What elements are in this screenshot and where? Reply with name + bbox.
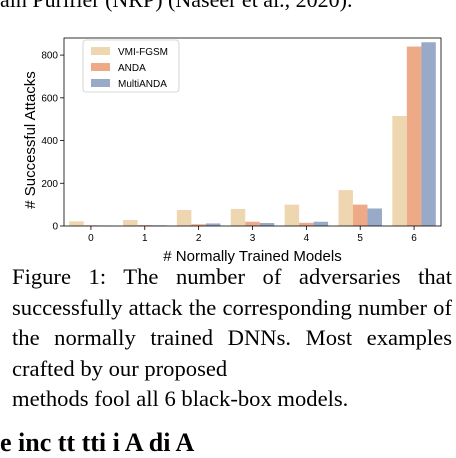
bar-vmi-fgsm-3 [231,209,246,226]
x-tick-label-5: 5 [357,233,363,244]
bar-vmi-fgsm-5 [338,190,353,226]
bar-multianda-6 [421,42,436,226]
legend-label-anda: ANDA [118,63,146,74]
bar-multianda-4 [314,222,329,226]
bar-anda-3 [245,222,260,226]
caption-line-2: successfully attack the corresponding [12,295,352,320]
bar-vmi-fgsm-2 [177,210,192,226]
y-axis-label: # Successful Attacks [22,71,39,209]
y-tick-label-800: 800 [41,51,58,62]
x-tick-label-4: 4 [304,233,310,244]
x-tick-label-6: 6 [411,233,417,244]
caption-line-5: methods fool all 6 black-box models. [12,384,452,415]
y-tick-label-200: 200 [41,179,58,190]
y-tick-label-600: 600 [41,93,58,104]
y-tick-label-0: 0 [52,222,58,233]
bar-vmi-fgsm-6 [392,116,407,226]
bar-multianda-3 [260,223,275,226]
x-tick-label-3: 3 [250,233,256,244]
caption-line-1: Figure 1: The number of adversaries that [12,264,452,289]
bar-vmi-fgsm-1 [123,220,138,226]
bar-vmi-fgsm-0 [69,221,84,226]
preceding-text-line: ain Purifier (NRP) (Naseer et al., 2020)… [0,0,456,13]
legend-swatch-vmi-fgsm [91,47,110,55]
y-tick-label-400: 400 [41,136,58,147]
x-tick-label-1: 1 [142,233,148,244]
legend-label-multianda: MultiANDA [118,79,167,90]
legend-label-vmi-fgsm: VMI-FGSM [118,47,168,58]
x-tick-label-2: 2 [196,233,202,244]
bar-vmi-fgsm-4 [285,205,300,226]
bar-anda-6 [407,47,422,226]
bar-anda-4 [299,223,314,226]
x-tick-label-0: 0 [88,233,94,244]
following-heading-fragment: e inc tt tti i A di A [0,428,456,458]
bar-multianda-5 [367,208,382,226]
legend-swatch-multianda [91,79,110,87]
bar-anda-5 [353,205,368,226]
figure-caption: Figure 1: The number of adversaries that… [12,262,452,415]
legend-swatch-anda [91,63,110,71]
